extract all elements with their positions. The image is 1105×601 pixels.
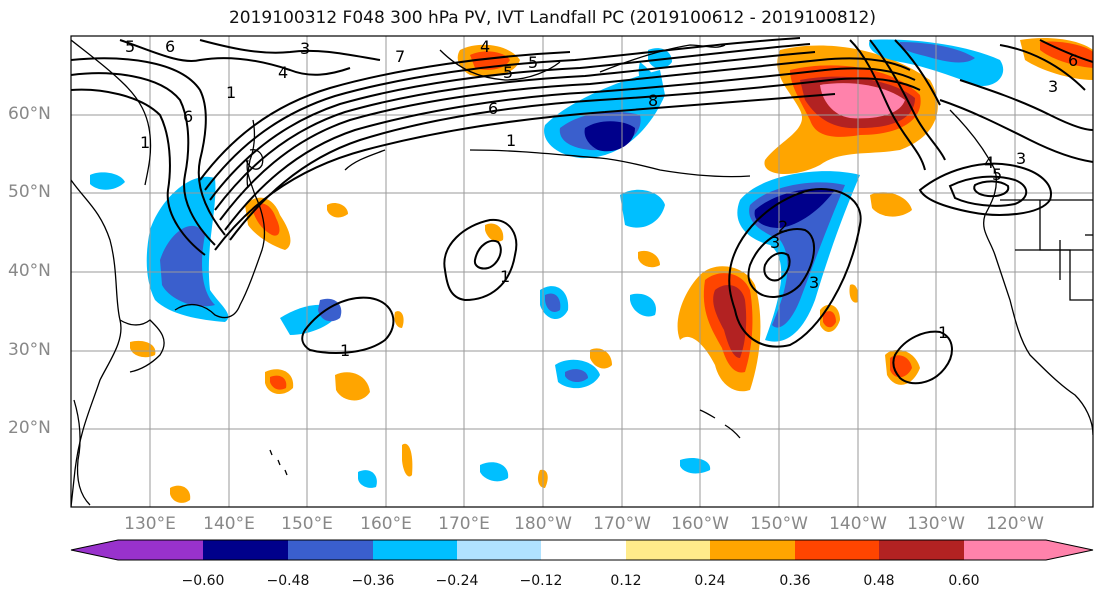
lon-label: 160°E — [360, 514, 412, 534]
lat-label: 30°N — [8, 340, 51, 360]
contour-label: 1 — [938, 323, 948, 342]
map-frame — [70, 35, 1094, 508]
contour-label: 1 — [226, 83, 236, 102]
contour-label: 1 — [140, 133, 150, 152]
contour-label: 6 — [1068, 51, 1078, 70]
colorbar-tick-label: 0.24 — [694, 573, 726, 589]
contour-label: 3 — [809, 273, 819, 292]
map-plot-area: 5 6 3 4 7 1 4 5 6 1 8 5 6 1 3 2 3 1 1 1 … — [71, 36, 1093, 507]
contour-label: 7 — [395, 47, 405, 66]
contour-label: 5 — [992, 165, 1002, 184]
lat-label: 40°N — [8, 261, 51, 281]
lat-label: 50°N — [8, 182, 51, 202]
colorbar-tick-label: −0.24 — [435, 573, 479, 589]
lon-label: 130°E — [124, 514, 176, 534]
contour-label: 8 — [648, 91, 658, 110]
lat-label: 20°N — [8, 418, 51, 438]
colorbar-segment — [710, 540, 795, 560]
colorbar-tick-label: 0.36 — [779, 573, 811, 589]
contour-label: 4 — [984, 153, 994, 172]
colorbar-tick-label: 0.60 — [948, 573, 980, 589]
colorbar-segment — [373, 540, 457, 560]
contour-label: 5 — [503, 63, 513, 82]
coastlines — [71, 39, 1093, 507]
lon-label: 170°E — [438, 514, 490, 534]
contour-label: 6 — [165, 37, 175, 56]
colorbar-tick-label: −0.12 — [519, 573, 563, 589]
contour-label: 1 — [340, 341, 350, 360]
contour-label: 4 — [278, 63, 288, 82]
colorbar-segment — [71, 540, 118, 560]
pv-contours — [71, 37, 1093, 385]
contour-label: 3 — [1048, 77, 1058, 96]
colorbar-tick-label: 0.48 — [863, 573, 895, 589]
contour-label: 6 — [183, 107, 193, 126]
colorbar-segment — [203, 540, 288, 560]
colorbar-segment — [795, 540, 879, 560]
lon-label: 120°W — [986, 514, 1044, 534]
colorbar-segment — [118, 540, 203, 560]
lon-label: 170°W — [593, 514, 651, 534]
lon-label: 150°E — [281, 514, 333, 534]
contour-label: 6 — [488, 99, 498, 118]
colorbar-tick-label: −0.60 — [181, 573, 225, 589]
lon-label: 150°W — [750, 514, 808, 534]
lon-label: 140°W — [829, 514, 887, 534]
colorbar-segment — [964, 540, 1046, 560]
contour-labels: 5 6 3 4 7 1 4 5 6 1 8 5 6 1 3 2 3 1 1 1 … — [125, 37, 1078, 360]
colorbar-segment — [626, 540, 710, 560]
colorbar-segment — [457, 540, 541, 560]
contour-label: 3 — [1016, 149, 1026, 168]
graticule — [71, 36, 1093, 507]
map-title: 2019100312 F048 300 hPa PV, IVT Landfall… — [228, 8, 876, 28]
lon-label: 130°W — [907, 514, 965, 534]
contour-label: 5 — [528, 53, 538, 72]
colorbar-tick-label: 0.12 — [610, 573, 642, 589]
lon-label: 140°E — [203, 514, 255, 534]
contour-label: 1 — [500, 267, 510, 286]
lon-label: 180°W — [514, 514, 572, 534]
lon-label: 160°W — [671, 514, 729, 534]
colorbar-tick-label: −0.48 — [266, 573, 310, 589]
colorbar — [70, 539, 1094, 561]
colorbar-segment — [541, 540, 626, 560]
contour-label: 2 — [778, 217, 788, 236]
colorbar-segment — [288, 540, 373, 560]
contour-label: 5 — [125, 37, 135, 56]
contour-label: 3 — [300, 39, 310, 58]
contour-label: 1 — [506, 131, 516, 150]
colorbar-segment — [879, 540, 964, 560]
ivt-shading — [90, 38, 1093, 503]
contour-label: 4 — [480, 37, 490, 56]
colorbar-tick-label: −0.36 — [351, 573, 395, 589]
colorbar-segment — [1046, 540, 1093, 560]
lat-label: 60°N — [8, 104, 51, 124]
contour-label: 3 — [770, 233, 780, 252]
